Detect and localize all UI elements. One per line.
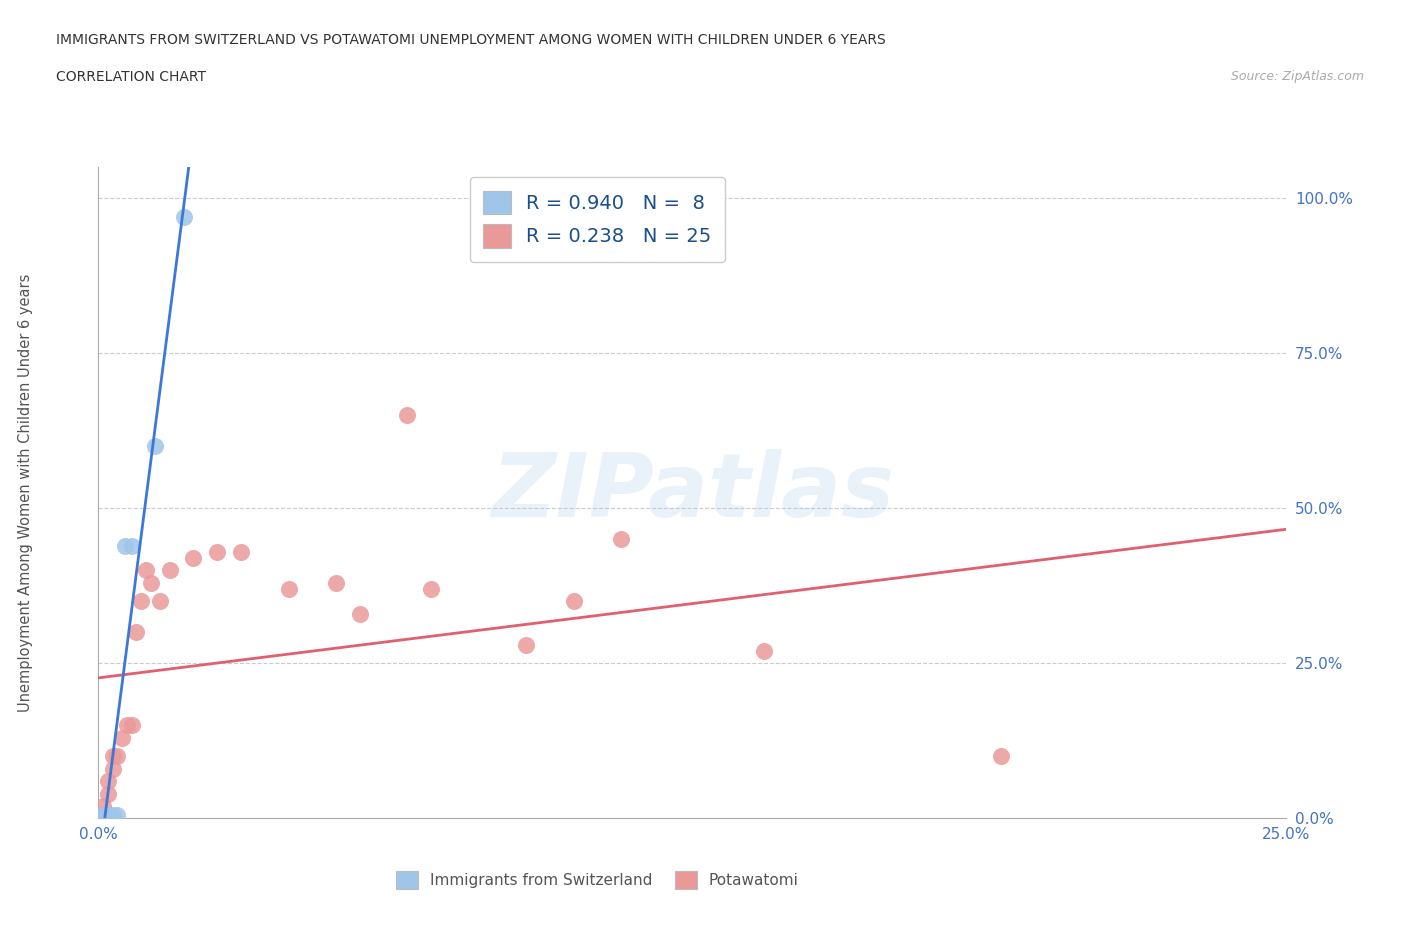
- Text: CORRELATION CHART: CORRELATION CHART: [56, 70, 207, 84]
- Point: [107, 808, 129, 823]
- Point: [115, 718, 138, 733]
- Point: [135, 563, 157, 578]
- Text: Source: ZipAtlas.com: Source: ZipAtlas.com: [1230, 70, 1364, 83]
- Point: [562, 594, 585, 609]
- Point: [97, 811, 120, 826]
- Point: [207, 544, 229, 559]
- Point: [990, 749, 1012, 764]
- Point: [111, 730, 134, 745]
- Point: [515, 637, 537, 652]
- Point: [91, 808, 114, 823]
- Point: [90, 811, 112, 826]
- Point: [610, 532, 633, 547]
- Point: [97, 774, 120, 789]
- Point: [159, 563, 181, 578]
- Legend: Immigrants from Switzerland, Potawatomi: Immigrants from Switzerland, Potawatomi: [389, 865, 804, 896]
- Point: [139, 576, 162, 591]
- Point: [101, 762, 124, 777]
- Point: [420, 581, 443, 596]
- Point: [229, 544, 252, 559]
- Text: ZIPatlas: ZIPatlas: [491, 449, 894, 537]
- Point: [91, 799, 114, 814]
- Point: [277, 581, 299, 596]
- Point: [114, 538, 136, 553]
- Point: [396, 408, 419, 423]
- Point: [125, 625, 148, 640]
- Point: [121, 718, 143, 733]
- Point: [101, 749, 124, 764]
- Point: [149, 594, 172, 609]
- Point: [129, 594, 152, 609]
- Point: [752, 644, 775, 658]
- Point: [325, 576, 347, 591]
- Point: [121, 538, 143, 553]
- Point: [173, 209, 195, 224]
- Point: [97, 786, 120, 801]
- Text: IMMIGRANTS FROM SWITZERLAND VS POTAWATOMI UNEMPLOYMENT AMONG WOMEN WITH CHILDREN: IMMIGRANTS FROM SWITZERLAND VS POTAWATOM…: [56, 33, 886, 46]
- Point: [101, 808, 124, 823]
- Point: [145, 439, 167, 454]
- Point: [91, 811, 114, 826]
- Point: [91, 811, 114, 826]
- Point: [107, 749, 129, 764]
- Point: [349, 606, 371, 621]
- Point: [90, 811, 112, 826]
- Point: [94, 811, 117, 826]
- Text: Unemployment Among Women with Children Under 6 years: Unemployment Among Women with Children U…: [18, 273, 32, 712]
- Point: [97, 808, 120, 823]
- Point: [183, 551, 205, 565]
